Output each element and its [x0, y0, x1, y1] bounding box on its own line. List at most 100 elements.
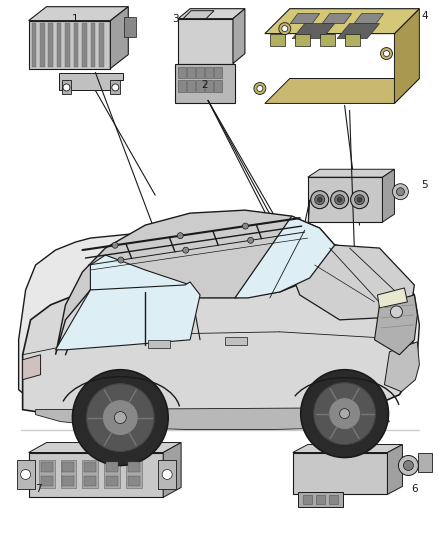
Polygon shape: [19, 233, 419, 408]
Polygon shape: [316, 495, 325, 504]
Polygon shape: [293, 445, 403, 453]
Polygon shape: [290, 14, 320, 23]
Polygon shape: [388, 445, 403, 495]
Polygon shape: [99, 22, 103, 67]
Circle shape: [257, 85, 263, 92]
Polygon shape: [41, 477, 53, 487]
Circle shape: [242, 223, 248, 229]
Circle shape: [403, 461, 413, 471]
Circle shape: [357, 197, 362, 202]
Circle shape: [328, 398, 360, 430]
Polygon shape: [106, 477, 118, 487]
Circle shape: [72, 370, 168, 465]
Polygon shape: [85, 477, 96, 487]
Polygon shape: [196, 67, 204, 78]
Polygon shape: [90, 255, 190, 298]
Polygon shape: [303, 495, 312, 504]
Polygon shape: [178, 19, 233, 63]
Polygon shape: [265, 9, 419, 34]
Polygon shape: [374, 295, 417, 355]
Circle shape: [337, 197, 342, 202]
Polygon shape: [49, 22, 53, 67]
Polygon shape: [35, 408, 389, 430]
Polygon shape: [225, 337, 247, 345]
Circle shape: [390, 306, 403, 318]
Circle shape: [114, 411, 126, 424]
Polygon shape: [106, 463, 118, 472]
Polygon shape: [74, 22, 78, 67]
Polygon shape: [85, 463, 96, 472]
Text: 3: 3: [172, 14, 178, 23]
Circle shape: [392, 184, 408, 200]
Text: 7: 7: [35, 484, 42, 495]
Polygon shape: [345, 34, 360, 46]
Text: 2: 2: [202, 80, 208, 91]
Polygon shape: [233, 9, 245, 63]
Polygon shape: [178, 67, 186, 78]
Polygon shape: [178, 80, 186, 92]
Circle shape: [314, 383, 375, 445]
Polygon shape: [205, 67, 213, 78]
Polygon shape: [60, 461, 77, 488]
Polygon shape: [23, 282, 414, 422]
Polygon shape: [57, 22, 61, 67]
Circle shape: [112, 243, 118, 248]
Text: 4: 4: [421, 11, 427, 21]
Polygon shape: [17, 461, 35, 489]
Circle shape: [112, 84, 119, 91]
Polygon shape: [354, 14, 384, 23]
Circle shape: [317, 197, 322, 202]
Circle shape: [162, 470, 172, 480]
Polygon shape: [148, 340, 170, 348]
Circle shape: [335, 195, 345, 205]
Circle shape: [254, 83, 266, 94]
Circle shape: [314, 195, 325, 205]
Polygon shape: [235, 216, 335, 298]
Polygon shape: [39, 461, 54, 488]
Polygon shape: [196, 80, 204, 92]
Polygon shape: [295, 34, 310, 46]
Polygon shape: [292, 23, 335, 38]
Polygon shape: [82, 461, 99, 488]
Polygon shape: [295, 245, 414, 320]
Polygon shape: [40, 22, 45, 67]
Circle shape: [350, 191, 368, 208]
Polygon shape: [175, 63, 235, 103]
Polygon shape: [178, 9, 245, 19]
Polygon shape: [183, 11, 214, 19]
Circle shape: [384, 51, 389, 56]
Polygon shape: [265, 78, 419, 103]
Polygon shape: [187, 67, 195, 78]
Circle shape: [311, 191, 328, 208]
Polygon shape: [126, 461, 142, 488]
Circle shape: [396, 188, 404, 196]
Circle shape: [102, 400, 138, 435]
Circle shape: [301, 370, 389, 457]
Circle shape: [279, 22, 291, 35]
Polygon shape: [124, 17, 136, 37]
Polygon shape: [163, 442, 181, 497]
Text: 6: 6: [411, 484, 418, 495]
Circle shape: [183, 247, 189, 253]
Polygon shape: [59, 72, 124, 91]
Polygon shape: [110, 7, 128, 69]
Circle shape: [339, 409, 350, 418]
Polygon shape: [28, 7, 128, 21]
Polygon shape: [214, 80, 222, 92]
Polygon shape: [205, 80, 213, 92]
Polygon shape: [32, 22, 36, 67]
Polygon shape: [28, 453, 163, 497]
Polygon shape: [128, 463, 140, 472]
Circle shape: [118, 257, 124, 263]
Polygon shape: [82, 22, 87, 67]
Circle shape: [63, 84, 70, 91]
Circle shape: [247, 237, 254, 243]
Polygon shape: [65, 22, 70, 67]
Polygon shape: [322, 14, 352, 23]
Polygon shape: [91, 22, 95, 67]
Polygon shape: [158, 461, 176, 489]
Polygon shape: [63, 463, 74, 472]
Polygon shape: [385, 342, 419, 392]
Polygon shape: [41, 463, 53, 472]
Circle shape: [355, 195, 364, 205]
